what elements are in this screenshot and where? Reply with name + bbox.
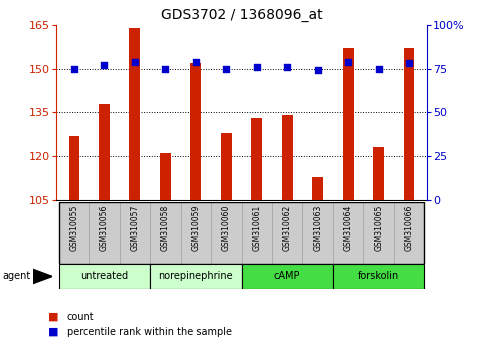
Bar <box>129 28 140 200</box>
Point <box>405 61 413 66</box>
Text: GSM310055: GSM310055 <box>70 204 78 251</box>
Point <box>100 62 108 68</box>
Bar <box>252 118 262 200</box>
Text: GSM310060: GSM310060 <box>222 204 231 251</box>
Bar <box>363 202 394 264</box>
Text: untreated: untreated <box>80 272 128 281</box>
Text: GSM310059: GSM310059 <box>191 204 200 251</box>
Bar <box>99 104 110 200</box>
Polygon shape <box>33 269 52 284</box>
Bar <box>150 264 242 289</box>
Bar <box>394 202 425 264</box>
Text: GSM310063: GSM310063 <box>313 204 322 251</box>
Bar <box>333 264 425 289</box>
Bar <box>221 133 231 200</box>
Text: GSM310061: GSM310061 <box>252 204 261 251</box>
Point <box>314 68 322 73</box>
Bar <box>333 202 363 264</box>
Text: ■: ■ <box>48 312 59 322</box>
Point <box>70 66 78 72</box>
Bar <box>282 115 293 200</box>
Point <box>161 66 169 72</box>
Bar <box>404 48 414 200</box>
Bar <box>58 202 89 264</box>
Bar <box>373 147 384 200</box>
Point <box>344 59 352 64</box>
Point <box>253 64 261 70</box>
Bar <box>272 202 302 264</box>
Point <box>375 66 383 72</box>
Point <box>284 64 291 70</box>
Text: count: count <box>67 312 94 322</box>
Bar <box>211 202 242 264</box>
Text: percentile rank within the sample: percentile rank within the sample <box>67 327 232 337</box>
Text: GSM310065: GSM310065 <box>374 204 383 251</box>
Bar <box>242 202 272 264</box>
Text: GSM310056: GSM310056 <box>100 204 109 251</box>
Text: GSM310062: GSM310062 <box>283 204 292 251</box>
Point <box>192 59 199 64</box>
Bar <box>150 202 181 264</box>
Bar <box>89 202 120 264</box>
Point <box>222 66 230 72</box>
Bar <box>343 48 354 200</box>
Text: GSM310058: GSM310058 <box>161 204 170 251</box>
Bar <box>69 136 79 200</box>
Text: cAMP: cAMP <box>274 272 300 281</box>
Text: GSM310057: GSM310057 <box>130 204 139 251</box>
Bar <box>302 202 333 264</box>
Title: GDS3702 / 1368096_at: GDS3702 / 1368096_at <box>161 8 322 22</box>
Bar <box>58 264 150 289</box>
Text: ■: ■ <box>48 327 59 337</box>
Text: forskolin: forskolin <box>358 272 399 281</box>
Bar <box>190 63 201 200</box>
Text: agent: agent <box>2 272 30 281</box>
Text: GSM310064: GSM310064 <box>344 204 353 251</box>
Bar <box>160 153 170 200</box>
Bar <box>242 264 333 289</box>
Point <box>131 59 139 64</box>
Bar <box>120 202 150 264</box>
Bar <box>181 202 211 264</box>
Bar <box>313 177 323 200</box>
Text: GSM310066: GSM310066 <box>405 204 413 251</box>
Text: norepinephrine: norepinephrine <box>158 272 233 281</box>
